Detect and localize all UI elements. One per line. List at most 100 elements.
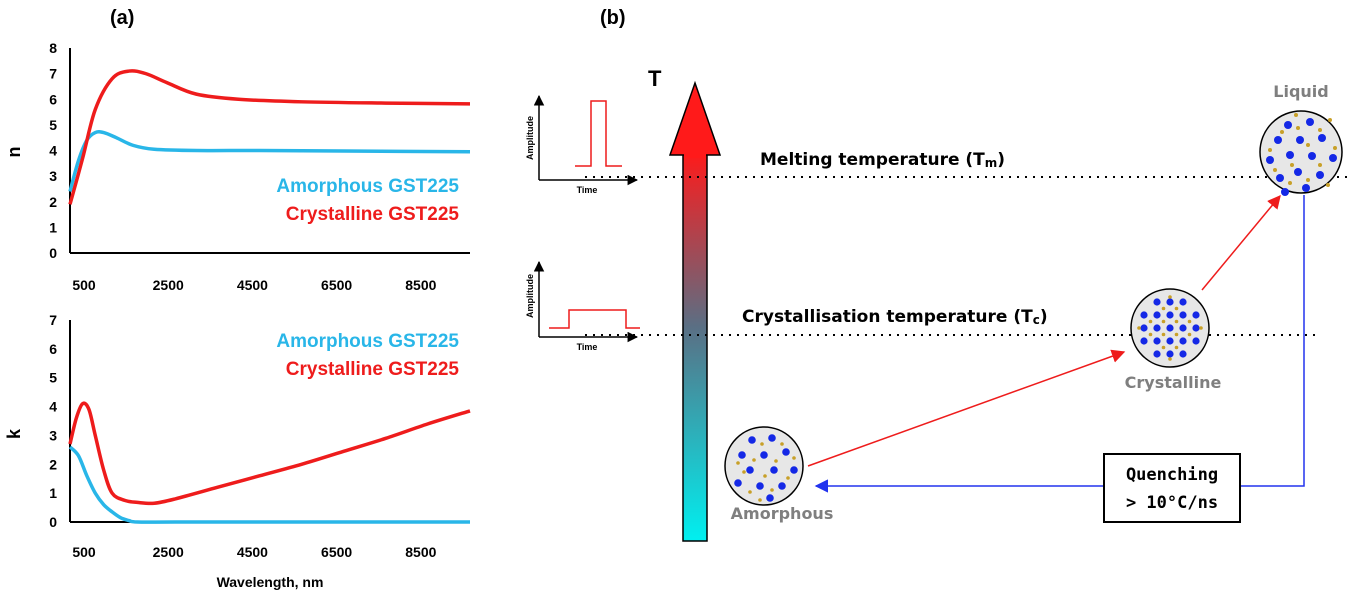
atom-dot (770, 488, 774, 492)
atom-dot (748, 490, 752, 494)
atom-dot (756, 482, 764, 490)
y-tick-label: 0 (49, 245, 57, 261)
atom-dot (1137, 326, 1141, 330)
y-tick-label: 8 (49, 40, 57, 56)
melt-pulse-inset: Amplitude Time (525, 94, 639, 195)
atom-dot (1306, 118, 1314, 126)
atom-dot (1140, 311, 1148, 319)
atom-dot (742, 470, 746, 474)
legend: Amorphous GST225 Crystalline GST225 (276, 331, 459, 380)
crystallise-arrow (807, 349, 1126, 467)
quenching-rate-label: > 10°C/ns (1126, 493, 1218, 513)
atom-dot (1276, 174, 1284, 182)
atom-dot (1166, 311, 1174, 319)
y-tick-label: 0 (49, 514, 57, 530)
atom-dot (1174, 345, 1179, 350)
atom-dot (1161, 306, 1166, 311)
legend-crystalline: Crystalline GST225 (286, 359, 460, 380)
atom-dot (1187, 319, 1192, 324)
x-tick-label: 500 (72, 277, 96, 293)
x-tick-label: 6500 (321, 277, 352, 293)
atom-dot (1288, 181, 1292, 185)
atom-dot (1166, 298, 1174, 306)
y-tick-label: 4 (49, 143, 57, 159)
y-tick-label: 5 (49, 370, 57, 386)
time-label: Time (577, 342, 598, 352)
atom-dot (1199, 326, 1203, 330)
time-label: Time (577, 185, 598, 195)
atom-dot (1174, 306, 1179, 311)
y-tick-label: 2 (49, 194, 57, 210)
panel-a-label: (a) (110, 7, 134, 29)
atom-dot (1161, 319, 1166, 324)
x-tick-label: 8500 (405, 277, 436, 293)
atom-dot (1153, 337, 1161, 345)
x-axis-label: Wavelength, nm (217, 574, 324, 590)
quench-line (1240, 195, 1305, 487)
atom-dot (1187, 332, 1192, 337)
atom-dot (1273, 168, 1277, 172)
quenching-label: Quenching (1126, 465, 1218, 485)
y-tick-label: 6 (49, 91, 57, 107)
atom-dot (1318, 134, 1326, 142)
atom-dot (1192, 337, 1200, 345)
atom-dot (790, 466, 798, 474)
y-axis-label: n (4, 147, 24, 158)
crystallisation-temperature-label: Crystallisation temperature (Tc) (742, 307, 1048, 327)
atom-dot (1302, 184, 1310, 192)
x-tick-label: 6500 (321, 544, 352, 560)
atom-dot (748, 436, 756, 444)
atom-dot (752, 458, 756, 462)
atom-dot (760, 451, 768, 459)
atom-dot (1174, 332, 1179, 337)
atom-dot (1296, 126, 1300, 130)
atom-dot (1294, 168, 1302, 176)
atom-dot (1306, 143, 1310, 147)
atom-dot (1280, 130, 1284, 134)
atom-dot (1192, 311, 1200, 319)
atom-dot (1318, 163, 1322, 167)
legend-amorphous: Amorphous GST225 (276, 176, 459, 197)
atom-dot (1306, 178, 1310, 182)
atom-dot (1168, 295, 1172, 299)
atom-dot (1179, 350, 1187, 358)
atom-dot (1281, 188, 1289, 196)
atom-dot (1284, 121, 1292, 129)
crystalline-series-line (68, 69, 471, 205)
atom-dot (768, 434, 776, 442)
refractive-index-chart: n 0 1 2 3 4 5 6 7 8 500 2500 4500 6500 8500 Amorphou… (4, 40, 471, 293)
atom-dot (786, 476, 790, 480)
y-tick-label: 1 (49, 485, 57, 501)
atom-dot (1168, 357, 1172, 361)
atom-dot (1140, 337, 1148, 345)
y-tick-label: 3 (49, 427, 57, 443)
temperature-arrow (668, 80, 722, 542)
x-tick-label: 2500 (153, 544, 184, 560)
atom-dot (1174, 319, 1179, 324)
atom-dot (1328, 118, 1332, 122)
atom-dot (746, 466, 754, 474)
atom-dot (1153, 298, 1161, 306)
crystalline-series-line (68, 401, 471, 506)
atom-dot (1140, 324, 1148, 332)
atom-dot (736, 461, 740, 465)
amorphous-label: Amorphous (731, 504, 834, 523)
atom-dot (1329, 154, 1337, 162)
quenching-box: Quenching > 10°C/ns (1103, 453, 1241, 523)
liquid-state-circle (1259, 110, 1343, 196)
amorphous-state-circle (724, 426, 804, 506)
x-tick-label: 4500 (237, 544, 268, 560)
y-tick-label: 7 (49, 312, 57, 328)
atom-dot (1179, 311, 1187, 319)
y-tick-label: 2 (49, 456, 57, 472)
temperature-axis-label: T (648, 66, 662, 91)
extinction-coefficient-chart: k Wavelength, nm 0 1 2 3 4 5 6 7 500 2500 4500 650… (4, 312, 471, 590)
x-tick-label: 2500 (153, 277, 184, 293)
atom-dot (1153, 311, 1161, 319)
atom-dot (763, 474, 767, 478)
atom-dot (1308, 152, 1316, 160)
y-tick-label: 6 (49, 341, 57, 357)
amplitude-label: Amplitude (525, 116, 535, 160)
y-axis-label: k (4, 428, 24, 439)
x-tick-label: 8500 (405, 544, 436, 560)
